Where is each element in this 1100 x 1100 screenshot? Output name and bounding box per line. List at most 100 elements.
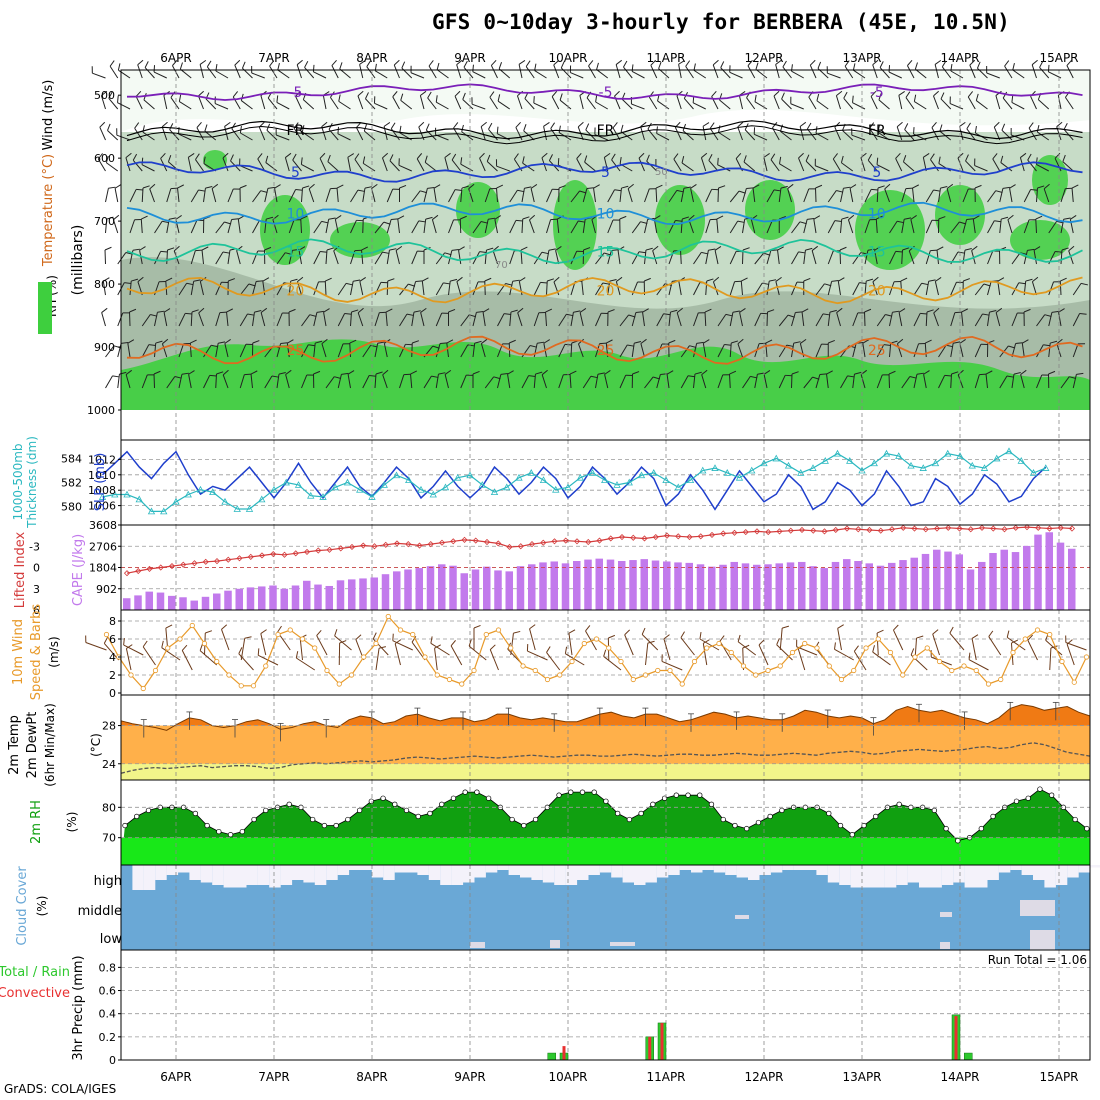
profile-wind-barb: [754, 372, 765, 389]
barb-feather: [683, 186, 691, 189]
barb-shaft: [798, 157, 805, 172]
pressure-tick-label: 700: [94, 215, 115, 228]
barb-feather: [297, 276, 304, 283]
barb-feather: [1079, 313, 1087, 315]
barb-shaft: [683, 98, 694, 110]
barb-feather: [682, 216, 690, 220]
profile-wind-barb: [545, 308, 553, 327]
wind-speed-marker: [826, 663, 832, 669]
barb-feather: [387, 278, 395, 282]
cloud-high-gap: [189, 865, 201, 880]
profile-wind-barb: [816, 93, 829, 110]
profile-wind-barb: [720, 61, 731, 79]
profile-wind-barb: [1000, 155, 1013, 172]
barb-feather: [878, 93, 882, 100]
thickness-marker: [184, 490, 192, 498]
barb-shaft: [729, 312, 734, 327]
rh2m-marker: [955, 838, 961, 844]
barb-shaft: [521, 218, 524, 234]
barb-feather: [427, 187, 435, 189]
barb-shaft: [1036, 187, 1038, 203]
profile-wind-barb: [791, 311, 803, 327]
wind-tick-label: 6: [109, 633, 116, 646]
barb-shaft: [118, 69, 131, 79]
top-date-label: 11APR: [646, 51, 685, 65]
barb-feather: [382, 251, 390, 254]
barb-shaft: [720, 67, 731, 79]
barb-feather: [496, 126, 499, 134]
barb-feather: [741, 277, 748, 282]
barb-shaft: [740, 281, 743, 296]
barb-feather: [884, 183, 891, 190]
barb-shaft: [803, 376, 813, 389]
barb-shaft: [876, 314, 886, 327]
barb-shaft: [737, 641, 757, 656]
barb-feather: [139, 246, 146, 251]
profile-wind-barb: [889, 220, 905, 234]
barb-shaft: [1065, 97, 1074, 110]
barb-feather: [874, 246, 881, 251]
barb-shaft: [853, 69, 866, 79]
profile-wind-barb: [435, 312, 449, 327]
rh2m-marker: [134, 813, 140, 820]
profile-wind-barb: [803, 247, 813, 265]
surface-wind-barb: [489, 644, 499, 671]
lifted-index-marker: [708, 531, 716, 538]
top-date-label: 13APR: [842, 51, 881, 65]
barb-feather: [586, 187, 594, 189]
surface-wind-barb: [526, 644, 548, 661]
thickness-marker: [294, 481, 303, 488]
barb-feather: [1031, 59, 1038, 66]
surface-wind-barb: [758, 639, 769, 666]
cloud-high-gap: [394, 865, 407, 873]
barb-feather: [97, 153, 103, 160]
profile-wind-barb: [815, 184, 823, 203]
barb-feather: [513, 630, 521, 634]
cape-bar: [528, 564, 536, 610]
barb-shaft: [623, 66, 633, 79]
profile-wind-barb: [285, 369, 292, 389]
rh2m-marker: [849, 831, 855, 838]
thickness-marker: [846, 457, 854, 464]
profile-wind-barb: [480, 338, 488, 358]
thickness-marker: [821, 457, 829, 464]
barb-shaft: [423, 188, 428, 203]
profile-wind-barb: [680, 186, 691, 203]
profile-wind-barb: [431, 214, 439, 234]
profile-wind-barb: [1062, 154, 1074, 172]
slp-tick-label: 1010: [88, 469, 116, 482]
profile-wind-barb: [362, 375, 377, 389]
barb-shaft: [226, 312, 229, 327]
cloud-high-gap: [292, 865, 304, 880]
wind-speed-marker: [936, 658, 943, 665]
barb-feather: [546, 646, 551, 653]
barb-feather: [1039, 61, 1044, 68]
barb-shaft: [676, 312, 682, 327]
profile-wind-barb: [754, 94, 768, 110]
barb-feather: [663, 634, 670, 640]
barb-shaft: [166, 376, 176, 389]
barb-shaft: [852, 102, 866, 110]
cape-bar: [606, 559, 615, 610]
cloud-high-gap: [474, 865, 486, 878]
profile-wind-barb: [495, 159, 510, 172]
speed-barbs-axis-label: Speed & Barbs: [29, 604, 44, 701]
temp-contour-label: 5: [872, 165, 881, 181]
barb-feather: [219, 311, 227, 314]
rh2m-marker: [474, 789, 480, 795]
profile-wind-barb: [974, 373, 987, 389]
profile-wind-barb: [325, 217, 336, 234]
barb-feather: [476, 311, 484, 313]
barb-feather: [900, 277, 908, 282]
rh2m-marker: [1037, 786, 1043, 792]
profile-wind-barb: [543, 122, 550, 141]
barb-feather: [787, 183, 794, 189]
cape-bar: [685, 562, 693, 610]
barb-feather: [418, 121, 425, 128]
lifted-index-marker: [765, 529, 772, 536]
profile-wind-barb: [480, 121, 487, 141]
barb-shaft: [754, 133, 768, 141]
barb-shaft: [394, 643, 401, 666]
thickness-tick-label: 582: [61, 477, 82, 490]
profile-wind-barb: [1011, 95, 1025, 110]
